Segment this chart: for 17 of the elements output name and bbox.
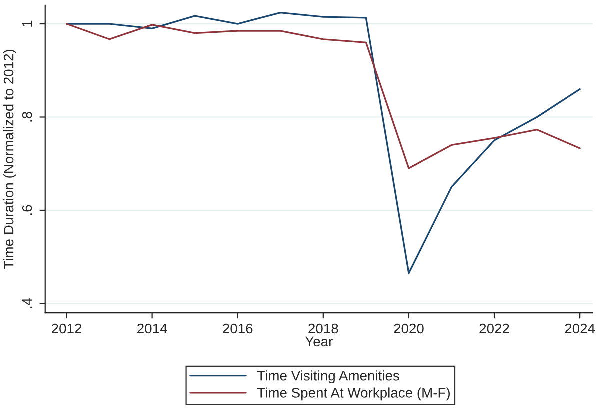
x-tick-label: 2016 [223,324,253,334]
legend-label: Time Spent At Workplace (M-F) [257,388,450,401]
y-tick-label: .6 [22,205,32,216]
x-tick-label: 2020 [394,324,424,334]
y-axis-title: Time Duration (Normalized to 2012) [4,50,16,270]
y-tick-label: .4 [22,298,32,308]
x-tick-label: 2014 [138,324,168,334]
y-tick-label: .8 [22,112,32,122]
y-tick-label: 1 [22,20,32,27]
x-tick-label: 2018 [308,324,338,334]
line-series [66,23,581,170]
x-tick-label: 2024 [565,324,596,334]
x-axis-title: Year [305,336,333,347]
legend-label: Time Visiting Amenities [257,370,400,384]
x-tick-label: 2022 [480,324,510,334]
line-series [66,12,581,274]
x-tick-label: 2012 [52,324,82,334]
